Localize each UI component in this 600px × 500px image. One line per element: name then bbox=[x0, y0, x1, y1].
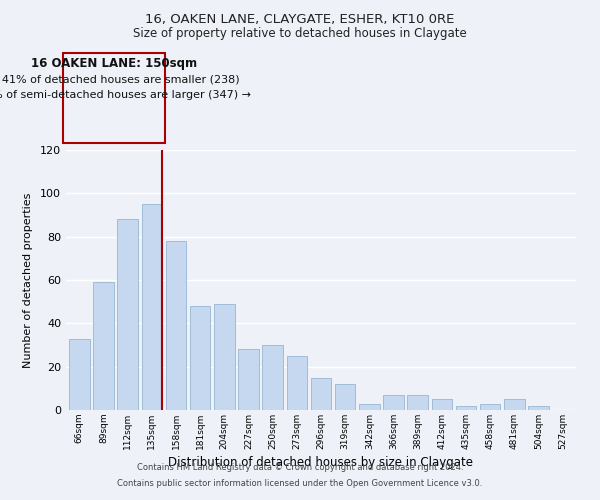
Bar bbox=[238, 350, 259, 410]
Text: ← 41% of detached houses are smaller (238): ← 41% of detached houses are smaller (23… bbox=[0, 75, 239, 85]
Y-axis label: Number of detached properties: Number of detached properties bbox=[23, 192, 33, 368]
Bar bbox=[142, 204, 162, 410]
Bar bbox=[93, 282, 114, 410]
Bar bbox=[431, 399, 452, 410]
Text: Size of property relative to detached houses in Claygate: Size of property relative to detached ho… bbox=[133, 28, 467, 40]
Bar bbox=[69, 338, 89, 410]
Bar bbox=[383, 395, 404, 410]
FancyBboxPatch shape bbox=[63, 52, 165, 142]
Bar bbox=[528, 406, 549, 410]
Text: Contains public sector information licensed under the Open Government Licence v3: Contains public sector information licen… bbox=[118, 478, 482, 488]
Bar bbox=[287, 356, 307, 410]
Text: 16 OAKEN LANE: 150sqm: 16 OAKEN LANE: 150sqm bbox=[31, 58, 197, 70]
Bar bbox=[359, 404, 380, 410]
Bar bbox=[407, 395, 428, 410]
Bar bbox=[311, 378, 331, 410]
Text: 16, OAKEN LANE, CLAYGATE, ESHER, KT10 0RE: 16, OAKEN LANE, CLAYGATE, ESHER, KT10 0R… bbox=[145, 12, 455, 26]
Bar bbox=[214, 304, 235, 410]
Bar bbox=[456, 406, 476, 410]
X-axis label: Distribution of detached houses by size in Claygate: Distribution of detached houses by size … bbox=[169, 456, 473, 469]
Bar bbox=[504, 399, 524, 410]
Text: Contains HM Land Registry data © Crown copyright and database right 2024.: Contains HM Land Registry data © Crown c… bbox=[137, 464, 463, 472]
Bar bbox=[118, 220, 138, 410]
Bar bbox=[166, 241, 186, 410]
Bar bbox=[335, 384, 355, 410]
Text: 59% of semi-detached houses are larger (347) →: 59% of semi-detached houses are larger (… bbox=[0, 90, 251, 100]
Bar bbox=[190, 306, 211, 410]
Bar bbox=[262, 345, 283, 410]
Bar bbox=[480, 404, 500, 410]
